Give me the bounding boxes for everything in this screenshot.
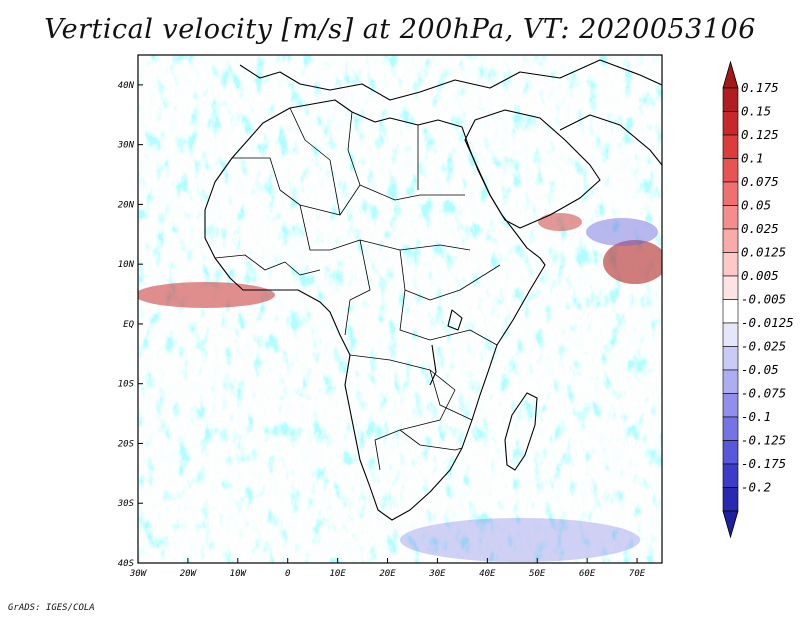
colorbar-label: 0.1 (741, 151, 764, 166)
colorbar-label: -0.075 (741, 386, 786, 401)
lon-tick-label: 20W (180, 569, 198, 579)
colorbar-swatch (722, 134, 739, 159)
internal-borders (214, 107, 501, 471)
lat-tick-label: 20N (118, 200, 135, 210)
colorbar-swatch (722, 87, 739, 112)
colorbar-label: -0.005 (741, 292, 786, 307)
lon-tick-label: 40E (479, 569, 496, 579)
colorbar-swatch (722, 275, 739, 300)
lon-tick-label: 20E (379, 569, 396, 579)
colorbar-label: 0.15 (741, 104, 771, 119)
lon-tick-label: 10W (230, 569, 248, 579)
velocity-field (138, 55, 662, 563)
colorbar-label: 0.175 (741, 80, 779, 95)
indian-ocean-downdraft (586, 218, 658, 246)
lat-tick-label: EQ (123, 320, 134, 330)
coastlines (204, 59, 662, 521)
colorbar-swatch (722, 299, 739, 324)
colorbar-label: -0.2 (741, 480, 771, 495)
colorbar-label: -0.0125 (741, 315, 794, 330)
plot-frame (137, 54, 663, 564)
colorbar-top-arrow (722, 60, 739, 89)
lat-tick-label: 40S (118, 559, 135, 569)
lake-tanganyika (429, 344, 437, 386)
colorbar-label: 0.05 (741, 198, 771, 213)
lat-tick-label: 30N (117, 141, 135, 151)
lon-tick-label: 30W (129, 569, 148, 579)
europe-coastline (239, 59, 662, 101)
colorbar-swatch (722, 346, 739, 371)
lon-tick-label: 50E (529, 569, 546, 579)
colorbar-swatch (722, 440, 739, 465)
colorbar-swatch (722, 463, 739, 488)
field-highlights (138, 213, 662, 562)
lat-tick-label: 30S (117, 499, 135, 509)
lat-tick-label: 10N (118, 260, 135, 270)
colorbar-swatch (722, 393, 739, 418)
colorbar-swatch (722, 205, 739, 230)
gulf-of-guinea-updraft (138, 282, 275, 308)
credit-label: GrADS: IGES/COLA (8, 603, 95, 613)
colorbar: 0.175 0.15 0.125 0.1 0.075 0.05 0.025 0.0125 0.0… (722, 60, 794, 539)
colorbar-swatch (722, 228, 739, 253)
colorbar-swatch (722, 487, 739, 512)
lat-tick-label: 40N (118, 81, 135, 91)
lake-victoria (447, 309, 463, 331)
colorbar-label: 0.0125 (741, 245, 786, 260)
colorbar-bottom-arrow (722, 510, 739, 539)
colorbar-label: 0.025 (741, 221, 779, 236)
lat-tick-label: 10S (118, 380, 135, 390)
arabian-peninsula-coastline (464, 109, 601, 229)
colorbar-label: -0.025 (741, 339, 786, 354)
arabian-sea-updraft (538, 213, 582, 231)
colorbar-swatch (722, 322, 739, 347)
colorbar-swatch (722, 252, 739, 277)
lon-tick-label: 70E (629, 569, 646, 579)
indian-ocean-updraft (603, 240, 662, 284)
colorbar-label: 0.005 (741, 268, 779, 283)
southern-ocean-downdraft (400, 518, 640, 562)
colorbar-swatch (722, 369, 739, 394)
colorbar-label: 0.075 (741, 174, 779, 189)
colorbar-swatch (722, 181, 739, 206)
longitude-axis: 30W 20W 10W 0 10E 20E 30E 40E 50E 60E 70E (129, 558, 646, 579)
madagascar-coastline (504, 392, 538, 471)
colorbar-label: -0.05 (741, 362, 779, 377)
lon-tick-label: 60E (579, 569, 596, 579)
colorbar-swatch (722, 158, 739, 183)
colorbar-label: -0.1 (741, 409, 771, 424)
colorbar-label: -0.175 (741, 456, 786, 471)
africa-coastline (204, 99, 546, 521)
latitude-axis: 40N 30N 20N 10N EQ 10S 20S 30S 40S (117, 81, 143, 569)
lon-tick-label: 30E (428, 569, 446, 579)
lat-tick-label: 20S (118, 439, 135, 449)
colorbar-swatch (722, 416, 739, 441)
colorbar-label: 0.125 (741, 127, 779, 142)
colorbar-swatch (722, 111, 739, 136)
persian-gulf-coastline (559, 114, 662, 166)
map-title: Vertical velocity [m/s] at 200hPa, VT: 2… (44, 14, 756, 45)
lon-tick-label: 10E (329, 569, 346, 579)
colorbar-label: -0.125 (741, 433, 786, 448)
lon-tick-label: 0 (285, 569, 290, 579)
